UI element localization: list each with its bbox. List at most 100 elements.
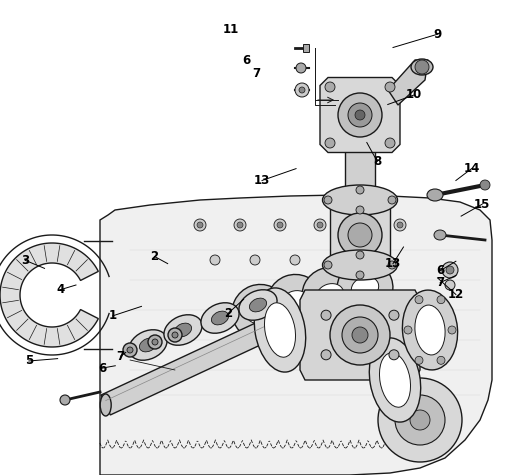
Circle shape bbox=[342, 317, 378, 353]
Circle shape bbox=[314, 219, 326, 231]
Ellipse shape bbox=[267, 275, 323, 330]
Text: 11: 11 bbox=[222, 23, 239, 36]
Bar bbox=[345, 150, 375, 200]
Polygon shape bbox=[101, 321, 269, 415]
Text: 3: 3 bbox=[21, 254, 29, 267]
Ellipse shape bbox=[316, 284, 344, 306]
Circle shape bbox=[277, 222, 283, 228]
Circle shape bbox=[296, 63, 306, 73]
Circle shape bbox=[437, 296, 445, 304]
Circle shape bbox=[60, 395, 70, 405]
Polygon shape bbox=[100, 195, 492, 475]
Circle shape bbox=[378, 378, 462, 462]
Text: 4: 4 bbox=[56, 283, 64, 296]
Circle shape bbox=[389, 350, 399, 360]
Circle shape bbox=[410, 410, 430, 430]
Text: 13: 13 bbox=[254, 174, 270, 187]
Ellipse shape bbox=[249, 298, 267, 312]
Circle shape bbox=[389, 310, 399, 320]
Ellipse shape bbox=[152, 339, 158, 345]
Circle shape bbox=[354, 219, 366, 231]
Text: 7: 7 bbox=[253, 67, 261, 80]
Circle shape bbox=[324, 196, 332, 204]
Circle shape bbox=[385, 82, 395, 92]
Circle shape bbox=[352, 327, 368, 343]
Circle shape bbox=[210, 255, 220, 265]
Circle shape bbox=[237, 222, 243, 228]
Circle shape bbox=[404, 326, 412, 334]
Text: 12: 12 bbox=[447, 288, 464, 301]
Circle shape bbox=[415, 296, 423, 304]
Circle shape bbox=[394, 219, 406, 231]
Ellipse shape bbox=[281, 291, 309, 314]
Circle shape bbox=[445, 280, 455, 290]
Text: 15: 15 bbox=[474, 198, 490, 211]
Circle shape bbox=[274, 219, 286, 231]
Circle shape bbox=[370, 255, 380, 265]
Ellipse shape bbox=[239, 290, 277, 320]
Text: 2: 2 bbox=[224, 307, 232, 320]
Circle shape bbox=[325, 82, 335, 92]
Ellipse shape bbox=[129, 330, 167, 360]
Circle shape bbox=[448, 326, 456, 334]
Ellipse shape bbox=[100, 394, 111, 416]
Circle shape bbox=[415, 356, 423, 364]
Circle shape bbox=[317, 222, 323, 228]
Ellipse shape bbox=[434, 230, 446, 240]
Polygon shape bbox=[0, 243, 99, 347]
Ellipse shape bbox=[232, 285, 288, 340]
Circle shape bbox=[325, 138, 335, 148]
Text: 2: 2 bbox=[150, 250, 159, 263]
Ellipse shape bbox=[211, 311, 228, 325]
Circle shape bbox=[357, 222, 363, 228]
Ellipse shape bbox=[139, 338, 157, 352]
Circle shape bbox=[356, 271, 364, 279]
Ellipse shape bbox=[427, 189, 443, 201]
Ellipse shape bbox=[415, 305, 445, 355]
Circle shape bbox=[330, 305, 390, 365]
Circle shape bbox=[437, 356, 445, 364]
Text: 9: 9 bbox=[433, 28, 442, 41]
Ellipse shape bbox=[265, 303, 296, 357]
Circle shape bbox=[397, 222, 403, 228]
Ellipse shape bbox=[168, 328, 182, 342]
Ellipse shape bbox=[123, 343, 137, 357]
Circle shape bbox=[324, 261, 332, 269]
Circle shape bbox=[348, 103, 372, 127]
Circle shape bbox=[388, 196, 396, 204]
Polygon shape bbox=[388, 60, 428, 105]
Circle shape bbox=[356, 186, 364, 194]
Circle shape bbox=[194, 219, 206, 231]
Ellipse shape bbox=[172, 332, 178, 338]
Text: 8: 8 bbox=[373, 155, 381, 168]
Ellipse shape bbox=[322, 185, 398, 215]
Circle shape bbox=[415, 60, 429, 74]
Ellipse shape bbox=[174, 323, 192, 337]
Circle shape bbox=[321, 350, 331, 360]
Ellipse shape bbox=[337, 260, 393, 315]
Circle shape bbox=[480, 180, 490, 190]
Circle shape bbox=[290, 255, 300, 265]
Ellipse shape bbox=[127, 347, 133, 353]
Circle shape bbox=[321, 310, 331, 320]
Ellipse shape bbox=[402, 290, 457, 370]
Ellipse shape bbox=[369, 338, 421, 422]
Text: 10: 10 bbox=[406, 88, 422, 102]
Ellipse shape bbox=[164, 315, 202, 345]
Circle shape bbox=[385, 138, 395, 148]
Ellipse shape bbox=[201, 303, 239, 333]
Circle shape bbox=[356, 251, 364, 259]
Text: 5: 5 bbox=[25, 354, 33, 368]
Circle shape bbox=[330, 255, 340, 265]
Circle shape bbox=[395, 395, 445, 445]
Polygon shape bbox=[300, 290, 420, 380]
Circle shape bbox=[295, 83, 309, 97]
Circle shape bbox=[197, 222, 203, 228]
Text: 7: 7 bbox=[116, 350, 125, 363]
Circle shape bbox=[348, 223, 372, 247]
Circle shape bbox=[446, 266, 454, 274]
Ellipse shape bbox=[148, 335, 162, 349]
Ellipse shape bbox=[322, 250, 398, 280]
Text: 6: 6 bbox=[242, 54, 250, 67]
Text: 13: 13 bbox=[385, 257, 401, 270]
